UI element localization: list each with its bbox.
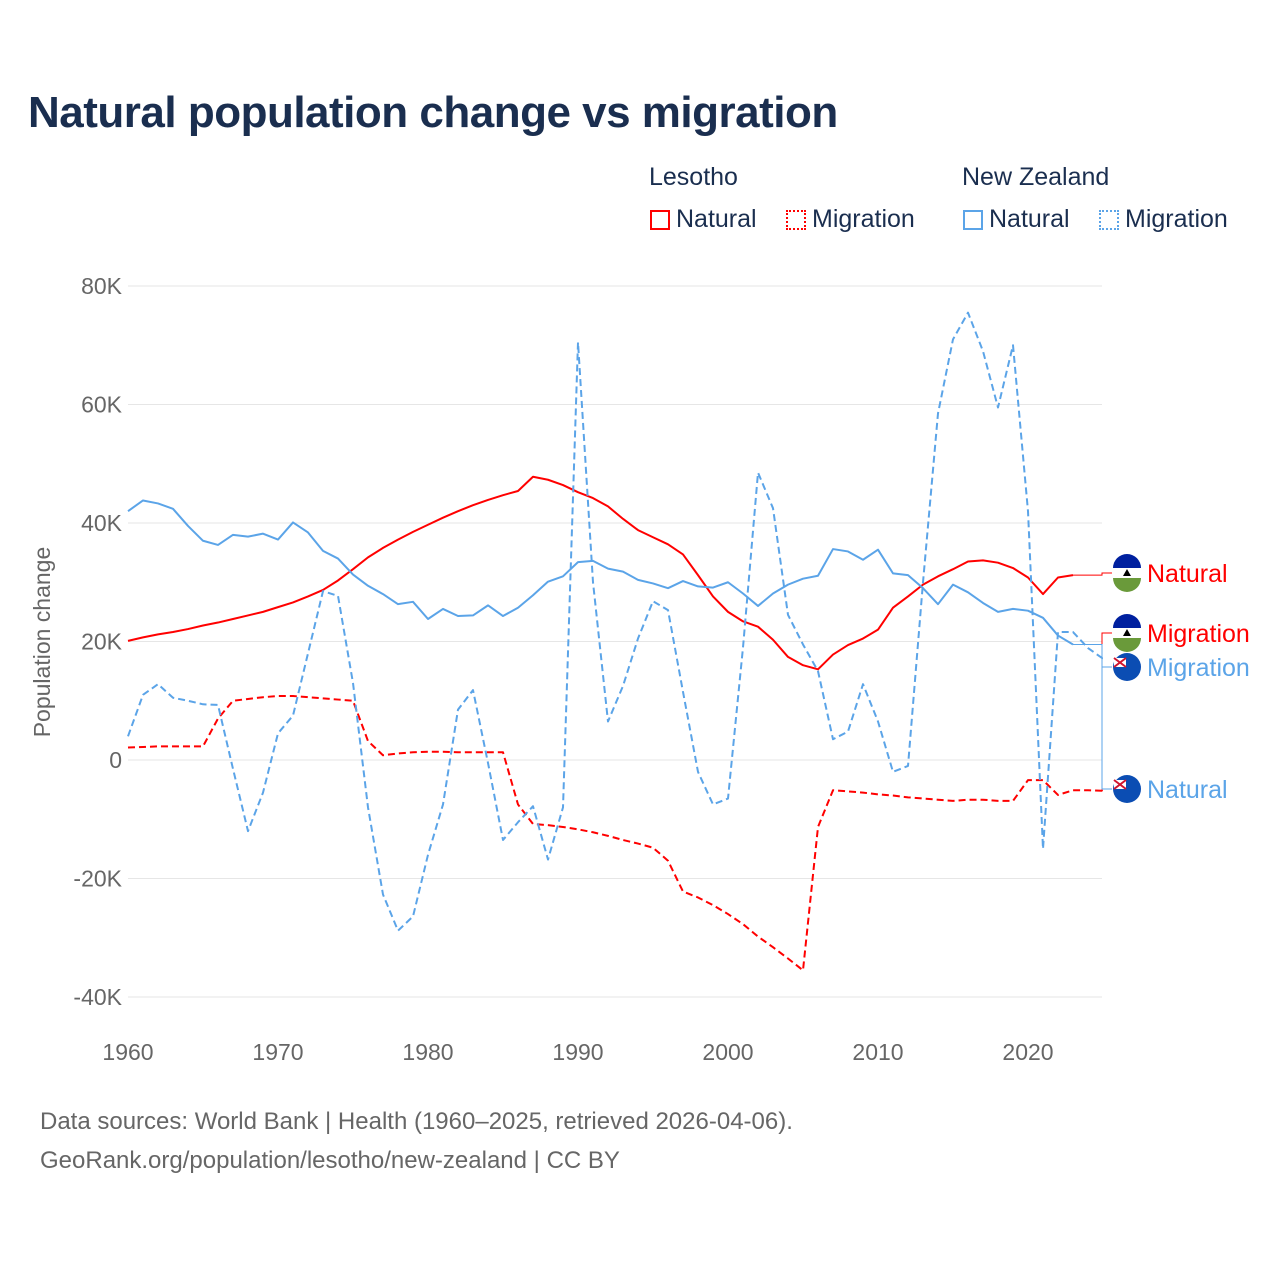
legend-item-lesotho-natural[interactable]: Natural: [650, 205, 757, 234]
y-tick-label: -40K: [73, 984, 122, 1010]
end-label: Natural: [1147, 560, 1228, 588]
y-tick-label: 0: [109, 747, 122, 773]
flag-union-cross: [1113, 779, 1127, 790]
solid-swatch-icon: [963, 210, 983, 230]
end-label: Migration: [1147, 654, 1250, 682]
series-line-lesotho-natural: [127, 475, 1074, 671]
lesotho-flag-icon: [1113, 554, 1141, 592]
dotted-swatch-icon: [1099, 210, 1119, 230]
legend-group-lesotho: Lesotho: [649, 163, 738, 191]
new-zealand-flag-icon: [1113, 775, 1141, 803]
y-axis-label: Population change: [29, 547, 55, 738]
flag-hat: [1123, 629, 1131, 636]
legend-item-lesotho-migration[interactable]: Migration: [786, 205, 915, 234]
legend-label: Natural: [676, 205, 757, 233]
x-tick-label: 2010: [852, 1039, 903, 1065]
y-tick-label: 60K: [81, 392, 123, 418]
flag-band: [1113, 638, 1141, 652]
series-line-new-zealand-natural: [127, 499, 1074, 646]
series-line-lesotho-migration: [127, 695, 1104, 972]
x-tick-label: 2020: [1002, 1039, 1053, 1065]
leader-line: [1073, 572, 1112, 576]
footer-sources: Data sources: World Bank | Health (1960–…: [40, 1108, 793, 1135]
leader-line: [1073, 643, 1112, 790]
y-tick-label: 40K: [81, 510, 123, 536]
leader-line: [1101, 632, 1112, 792]
x-tick-label: 2000: [702, 1039, 753, 1065]
flag-union-cross: [1113, 657, 1127, 668]
y-tick-label: -20K: [73, 866, 122, 892]
x-tick-label: 1990: [552, 1039, 603, 1065]
legend-label: Migration: [812, 205, 915, 233]
legend-item-nz-natural[interactable]: Natural: [963, 205, 1070, 234]
lesotho-flag-icon: [1113, 614, 1141, 652]
legend-group-new-zealand: New Zealand: [962, 163, 1110, 191]
x-tick-label: 1970: [252, 1039, 303, 1065]
x-tick-label: 1980: [402, 1039, 453, 1065]
footer-attribution[interactable]: GeoRank.org/population/lesotho/new-zeala…: [40, 1147, 620, 1174]
end-label: Natural: [1147, 776, 1228, 804]
chart-title: Natural population change vs migration: [28, 88, 838, 137]
legend-label: Natural: [989, 205, 1070, 233]
flag-band: [1113, 614, 1141, 628]
x-tick-label: 1960: [102, 1039, 153, 1065]
leader-line: [1101, 658, 1112, 668]
y-tick-label: 20K: [81, 629, 123, 655]
flag-band: [1113, 554, 1141, 568]
legend-label: Migration: [1125, 205, 1228, 233]
legend-item-nz-migration[interactable]: Migration: [1099, 205, 1228, 234]
y-tick-label: 80K: [81, 273, 123, 299]
end-label: Migration: [1147, 620, 1250, 648]
dotted-swatch-icon: [786, 210, 806, 230]
flag-hat: [1123, 569, 1131, 576]
new-zealand-flag-icon: [1113, 653, 1141, 681]
solid-swatch-icon: [650, 210, 670, 230]
series-line-new-zealand-migration: [127, 311, 1104, 932]
flag-band: [1113, 578, 1141, 592]
